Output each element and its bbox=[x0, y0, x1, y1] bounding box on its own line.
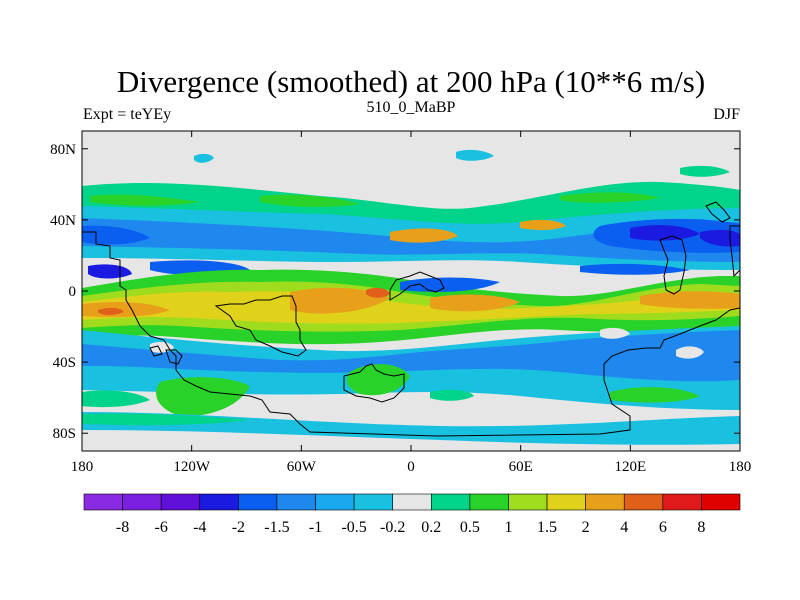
field-tropics-gold bbox=[82, 291, 740, 324]
field-equator-blue bbox=[400, 263, 690, 292]
colorbar-swatch bbox=[122, 493, 162, 511]
coastline-americas bbox=[82, 231, 740, 437]
field-south-teal bbox=[82, 389, 474, 408]
colorbar-label: -8 bbox=[116, 519, 129, 536]
colorbar-swatch bbox=[238, 493, 278, 511]
colorbar-label: -0.2 bbox=[380, 519, 405, 536]
coastline-africa bbox=[343, 363, 405, 403]
x-tick-label: 180 bbox=[71, 459, 94, 475]
y-tick-label: 40N bbox=[50, 213, 76, 229]
x-tick-label: 60W bbox=[287, 459, 317, 475]
colorbar-swatch bbox=[353, 493, 394, 511]
colorbar-label: 1 bbox=[504, 519, 512, 536]
x-axis: 180 120W 60W 0 60E 120E 180 bbox=[71, 131, 752, 475]
colorbar-swatch bbox=[585, 493, 625, 511]
x-tick-label: 180 bbox=[729, 459, 752, 475]
colorbar-swatch bbox=[469, 493, 509, 511]
colorbar-label: 1.5 bbox=[537, 519, 557, 536]
x-tick-label: 60E bbox=[509, 459, 533, 475]
colorbar-label: -2 bbox=[232, 519, 245, 536]
center-label: 510_0_MaBP bbox=[367, 99, 456, 116]
field-arctic-teal bbox=[680, 165, 730, 177]
colorbar-label: 0.5 bbox=[460, 519, 480, 536]
coastline-east-asia bbox=[659, 201, 740, 295]
colorbar-swatch bbox=[430, 493, 471, 511]
field-north-orange bbox=[390, 219, 566, 243]
x-tick-label: 120W bbox=[173, 459, 211, 475]
colorbar-swatch bbox=[701, 493, 741, 511]
colorbar-swatch bbox=[276, 493, 316, 511]
chart-title: Divergence (smoothed) at 200 hPa (10**6 … bbox=[117, 64, 705, 99]
colorbar-swatch bbox=[662, 493, 702, 511]
colorbar-swatch bbox=[83, 493, 123, 511]
y-tick-label: 80S bbox=[53, 426, 76, 442]
coastline-europe-asia bbox=[389, 271, 445, 301]
field-southern-ocean-teal bbox=[82, 413, 250, 426]
colorbar-label: -1.5 bbox=[264, 519, 289, 536]
x-tick-label: 120E bbox=[614, 459, 646, 475]
field-tropics-orange bbox=[82, 287, 740, 318]
experiment-label: Expt = teYEy bbox=[83, 106, 171, 123]
field-south-green bbox=[156, 364, 700, 417]
field-south-blue bbox=[82, 330, 740, 382]
field-north-darkest bbox=[88, 225, 740, 279]
field-arctic-spot bbox=[194, 149, 494, 163]
colorbar-swatch bbox=[392, 493, 432, 511]
field-north-jet-strong bbox=[90, 192, 660, 208]
x-tick-label: 0 bbox=[407, 459, 415, 475]
field-north-deepblue bbox=[82, 218, 740, 276]
colorbar-label: 2 bbox=[582, 519, 590, 536]
colorbar-label: 6 bbox=[659, 519, 667, 536]
colorbar-swatch bbox=[315, 493, 355, 511]
colorbar-swatch bbox=[199, 493, 239, 511]
y-tick-label: 40S bbox=[53, 355, 76, 371]
colorbar-label: -1 bbox=[309, 519, 322, 536]
coastline-south-america bbox=[214, 295, 307, 357]
colorbar-label: -4 bbox=[193, 519, 206, 536]
colorbar-label: -0.5 bbox=[341, 519, 366, 536]
colorbar-swatch bbox=[623, 493, 664, 511]
y-axis: 80N 40N 0 40S 80S bbox=[50, 142, 740, 442]
colorbar-label: 4 bbox=[620, 519, 628, 536]
colorbar-labels: -8 -6 -4 -2 -1.5 -1 -0.5 -0.2 0.2 0.5 1 1.5 2 4 6 8 bbox=[116, 519, 705, 536]
colorbar-swatch bbox=[546, 493, 586, 511]
colorbar-swatch bbox=[160, 493, 201, 511]
y-tick-label: 0 bbox=[69, 284, 77, 300]
colorbar-label: 8 bbox=[697, 519, 705, 536]
colorbar-label: -6 bbox=[155, 519, 168, 536]
colorbar-label: 0.2 bbox=[421, 519, 441, 536]
colorbar bbox=[83, 493, 741, 511]
divergence-field bbox=[82, 131, 740, 451]
season-label: DJF bbox=[713, 106, 740, 123]
y-tick-label: 80N bbox=[50, 142, 76, 158]
coastline-antarctic-peninsula bbox=[149, 345, 183, 365]
colorbar-swatch bbox=[508, 493, 548, 511]
